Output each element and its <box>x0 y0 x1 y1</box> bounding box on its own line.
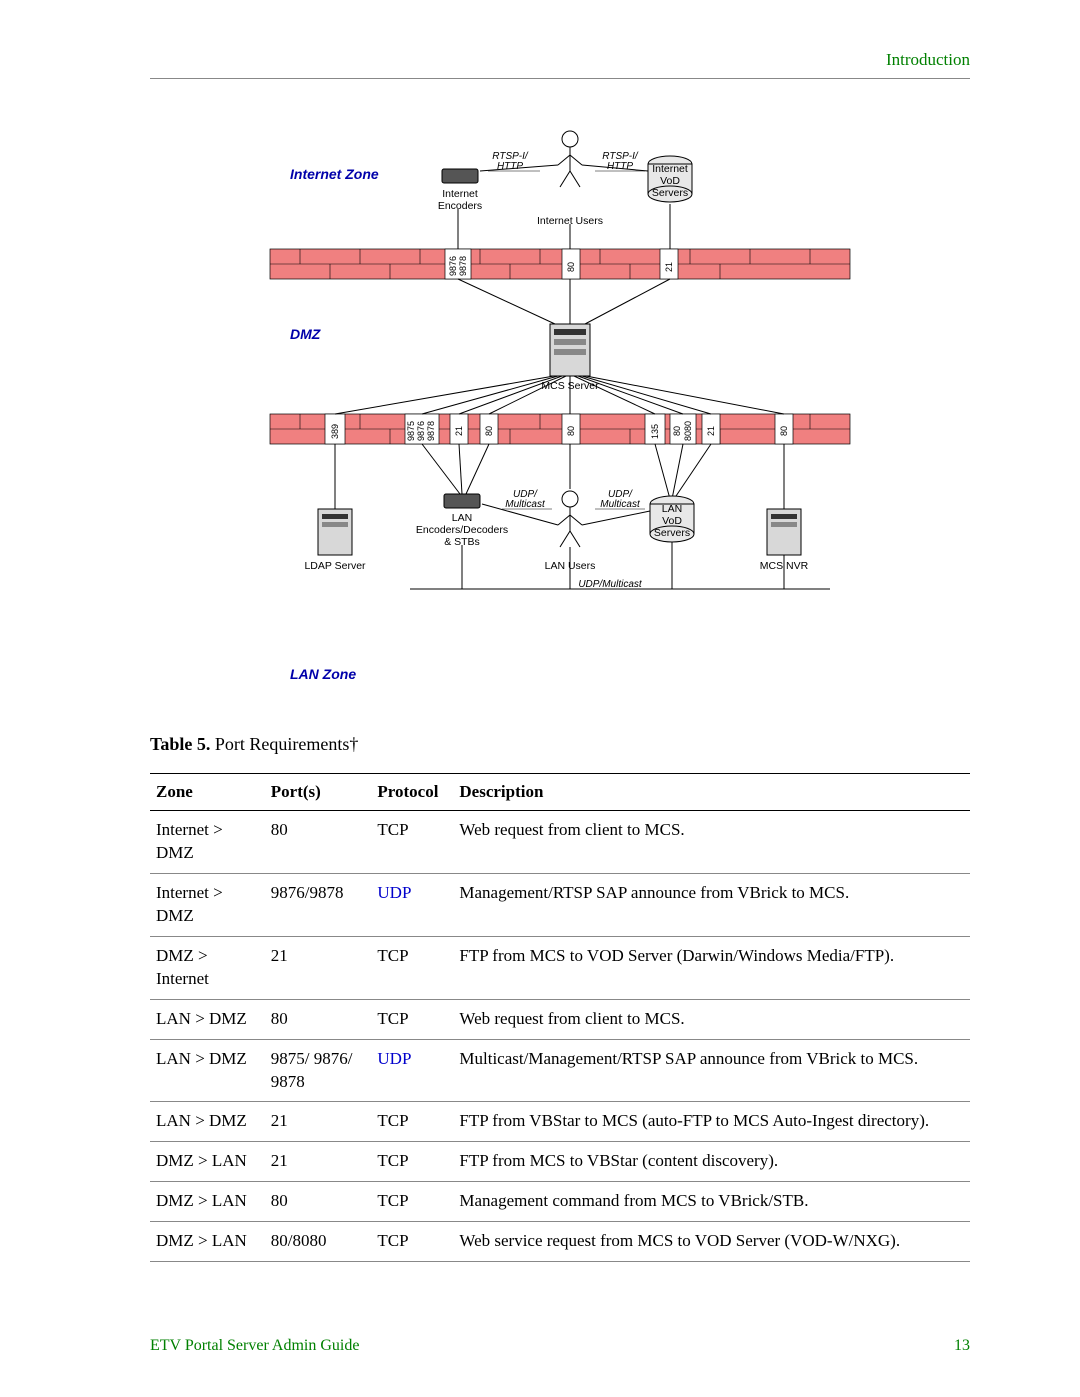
svg-text:VoD: VoD <box>662 515 682 527</box>
footer-page-number: 13 <box>954 1337 970 1355</box>
cell-ports: 80 <box>265 1182 372 1222</box>
cell-description: Management command from MCS to VBrick/ST… <box>453 1182 970 1222</box>
cell-protocol[interactable]: UDP <box>371 873 453 936</box>
table-row: LAN > DMZ80TCPWeb request from client to… <box>150 999 970 1039</box>
svg-text:Internet: Internet <box>442 188 478 200</box>
firewall-bottom: 389 9875 9876 9878 21 80 80 135 80 8080 … <box>270 414 850 444</box>
svg-text:VoD: VoD <box>660 175 680 187</box>
cell-zone: DMZ > LAN <box>150 1182 265 1222</box>
svg-text:80: 80 <box>672 426 682 436</box>
cell-description: FTP from VBStar to MCS (auto-FTP to MCS … <box>453 1102 970 1142</box>
svg-text:Internet: Internet <box>652 163 688 175</box>
cell-description: Multicast/Management/RTSP SAP announce f… <box>453 1039 970 1102</box>
cell-zone: LAN > DMZ <box>150 1039 265 1102</box>
svg-text:9876: 9876 <box>416 421 426 441</box>
page-footer: ETV Portal Server Admin Guide 13 <box>150 1337 970 1355</box>
th-ports: Port(s) <box>265 774 372 811</box>
cell-description: Web request from client to MCS. <box>453 999 970 1039</box>
cell-zone: LAN > DMZ <box>150 1102 265 1142</box>
table-row: Internet > DMZ80TCPWeb request from clie… <box>150 811 970 874</box>
cell-zone: Internet > DMZ <box>150 873 265 936</box>
th-description: Description <box>453 774 970 811</box>
svg-text:9878: 9878 <box>426 421 436 441</box>
svg-text:80: 80 <box>484 426 494 436</box>
svg-text:Servers: Servers <box>652 187 688 199</box>
svg-text:9875: 9875 <box>406 421 416 441</box>
svg-text:LDAP Server: LDAP Server <box>304 560 366 572</box>
network-diagram: Internet Zone DMZ LAN Zone <box>150 109 970 689</box>
table-row: LAN > DMZ9875/ 9876/ 9878UDPMulticast/Ma… <box>150 1039 970 1102</box>
cell-ports: 80/8080 <box>265 1222 372 1262</box>
svg-text:21: 21 <box>454 426 464 436</box>
svg-text:80: 80 <box>566 426 576 436</box>
cell-protocol: TCP <box>371 1102 453 1142</box>
table-row: DMZ > LAN21TCPFTP from MCS to VBStar (co… <box>150 1142 970 1182</box>
table-row: Internet > DMZ9876/9878UDPManagement/RTS… <box>150 873 970 936</box>
cell-description: Management/RTSP SAP announce from VBrick… <box>453 873 970 936</box>
table-row: DMZ > LAN80TCPManagement command from MC… <box>150 1182 970 1222</box>
table-row: LAN > DMZ21TCPFTP from VBStar to MCS (au… <box>150 1102 970 1142</box>
svg-text:UDP/Multicast: UDP/Multicast <box>578 579 643 590</box>
table-row: DMZ > LAN80/8080TCPWeb service request f… <box>150 1222 970 1262</box>
footer-guide: ETV Portal Server Admin Guide <box>150 1337 359 1355</box>
zone-label-internet: Internet Zone <box>290 166 379 182</box>
svg-text:Multicast: Multicast <box>600 499 641 510</box>
cell-description: Web service request from MCS to VOD Serv… <box>453 1222 970 1262</box>
cell-ports: 80 <box>265 999 372 1039</box>
firewall-top: 9876 9878 80 21 <box>270 249 850 279</box>
cell-zone: DMZ > LAN <box>150 1222 265 1262</box>
cell-ports: 21 <box>265 1102 372 1142</box>
zone-label-lan: LAN Zone <box>290 666 356 682</box>
svg-text:9878: 9878 <box>458 256 468 276</box>
cell-description: FTP from MCS to VOD Server (Darwin/Windo… <box>453 936 970 999</box>
svg-text:HTTP: HTTP <box>497 161 523 172</box>
zone-label-dmz: DMZ <box>290 326 321 342</box>
cell-zone: DMZ > Internet <box>150 936 265 999</box>
svg-text:Servers: Servers <box>654 527 690 539</box>
svg-text:21: 21 <box>706 426 716 436</box>
svg-text:80: 80 <box>779 426 789 436</box>
svg-text:9876: 9876 <box>448 256 458 276</box>
port-requirements-table: Zone Port(s) Protocol Description Intern… <box>150 773 970 1262</box>
svg-text:HTTP: HTTP <box>607 161 633 172</box>
svg-text:21: 21 <box>664 262 674 272</box>
header-section-link[interactable]: Introduction <box>150 50 970 70</box>
table-caption: Table 5. Port Requirements† <box>150 734 970 755</box>
svg-text:LAN: LAN <box>662 503 682 515</box>
cell-ports: 80 <box>265 811 372 874</box>
table-row: DMZ > Internet21TCPFTP from MCS to VOD S… <box>150 936 970 999</box>
cell-protocol[interactable]: UDP <box>371 1039 453 1102</box>
cell-ports: 9875/ 9876/ 9878 <box>265 1039 372 1102</box>
cell-zone: LAN > DMZ <box>150 999 265 1039</box>
header-rule <box>150 78 970 79</box>
cell-protocol: TCP <box>371 1142 453 1182</box>
cell-ports: 9876/9878 <box>265 873 372 936</box>
cell-zone: DMZ > LAN <box>150 1142 265 1182</box>
svg-text:135: 135 <box>650 424 660 439</box>
svg-text:LAN: LAN <box>452 512 472 524</box>
svg-text:Encoders: Encoders <box>438 200 482 212</box>
cell-protocol: TCP <box>371 811 453 874</box>
svg-text:8080: 8080 <box>683 421 693 441</box>
cell-protocol: TCP <box>371 936 453 999</box>
svg-text:80: 80 <box>566 262 576 272</box>
svg-text:Multicast: Multicast <box>505 499 546 510</box>
cell-protocol: TCP <box>371 1222 453 1262</box>
cell-protocol: TCP <box>371 999 453 1039</box>
cell-ports: 21 <box>265 1142 372 1182</box>
cell-description: FTP from MCS to VBStar (content discover… <box>453 1142 970 1182</box>
cell-zone: Internet > DMZ <box>150 811 265 874</box>
cell-ports: 21 <box>265 936 372 999</box>
svg-text:389: 389 <box>330 424 340 439</box>
th-protocol: Protocol <box>371 774 453 811</box>
caption-text: Port Requirements† <box>210 734 358 754</box>
cell-protocol: TCP <box>371 1182 453 1222</box>
th-zone: Zone <box>150 774 265 811</box>
cell-description: Web request from client to MCS. <box>453 811 970 874</box>
svg-text:Encoders/Decoders: Encoders/Decoders <box>416 524 508 536</box>
caption-prefix: Table 5. <box>150 734 210 754</box>
